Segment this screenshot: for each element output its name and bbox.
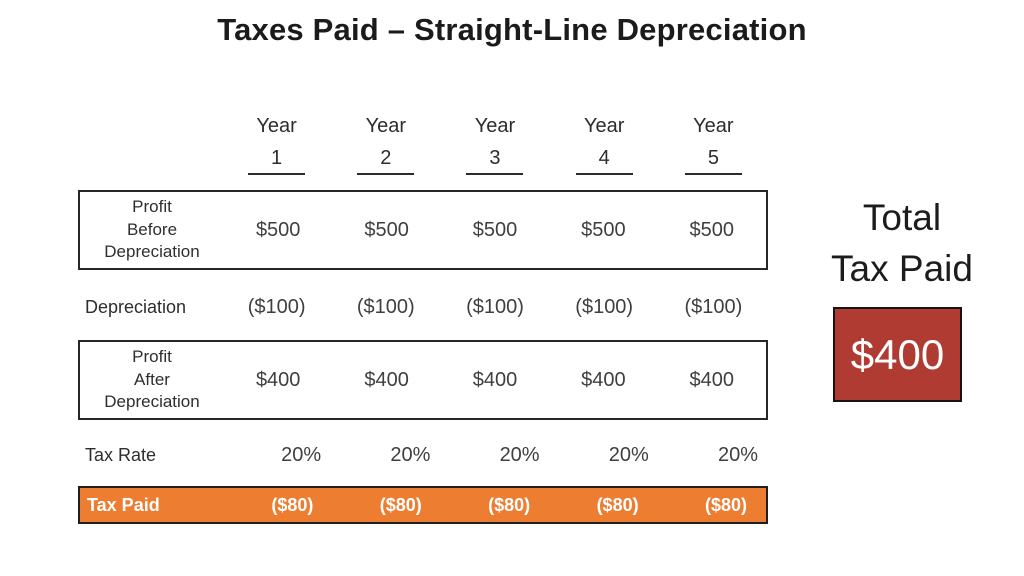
row-label: Depreciation bbox=[85, 296, 187, 317]
value-cell: $500 bbox=[364, 218, 409, 241]
total-label-line: Total bbox=[862, 197, 942, 238]
row-profit-after-depreciation: Profit After Depreciation $400 $400 $400… bbox=[78, 340, 768, 420]
row-label: Tax Paid bbox=[87, 494, 160, 515]
year-word: Year bbox=[693, 115, 734, 137]
row-label-line: Before bbox=[126, 219, 178, 239]
value-cell: 20% bbox=[717, 443, 758, 466]
total-label-line: Tax Paid bbox=[831, 248, 973, 290]
year-word: Year bbox=[474, 115, 516, 137]
year-header-1: Year 1 bbox=[222, 105, 331, 175]
year-number: 1 bbox=[248, 147, 306, 175]
value-cell: $500 bbox=[581, 218, 626, 241]
value-cell: 20% bbox=[499, 443, 540, 466]
row-label-line: Profit bbox=[132, 346, 172, 366]
value-cell: $400 bbox=[689, 368, 735, 391]
value-cell: ($100) bbox=[684, 295, 743, 318]
value-cell: 20% bbox=[281, 443, 322, 466]
row-label: Tax Rate bbox=[85, 444, 157, 465]
year-number: 4 bbox=[575, 147, 633, 175]
row-label-line: Depreciation bbox=[104, 242, 200, 262]
value-cell: ($80) bbox=[379, 494, 422, 515]
value-cell: $500 bbox=[689, 218, 735, 241]
value-cell: ($100) bbox=[356, 295, 415, 318]
row-tax-paid: Tax Paid ($80) ($80) ($80) ($80) ($80) bbox=[78, 486, 768, 524]
total-tax-paid-value: $400 bbox=[850, 330, 945, 378]
year-number: 5 bbox=[684, 147, 742, 175]
total-tax-paid-box: $400 bbox=[833, 307, 962, 402]
year-header-4: Year 4 bbox=[550, 105, 659, 175]
value-cell: ($80) bbox=[704, 494, 747, 515]
year-header-3: Year 3 bbox=[440, 105, 549, 175]
value-cell: ($80) bbox=[271, 494, 314, 515]
value-cell: $500 bbox=[472, 218, 518, 241]
row-label: Profit After Depreciation bbox=[80, 346, 224, 415]
value-cell: $400 bbox=[364, 368, 409, 391]
value-cell: $500 bbox=[255, 218, 301, 241]
year-number: 3 bbox=[466, 147, 524, 175]
year-number: 2 bbox=[357, 147, 415, 175]
row-tax-rate: Tax Rate 20% 20% 20% 20% 20% bbox=[78, 441, 768, 469]
value-cell: ($100) bbox=[575, 295, 634, 318]
value-cell: ($80) bbox=[596, 494, 639, 515]
year-word: Year bbox=[256, 115, 297, 137]
row-depreciation: Depreciation ($100) ($100) ($100) ($100)… bbox=[78, 290, 768, 324]
row-label-line: Depreciation bbox=[104, 392, 200, 412]
row-profit-before-depreciation: Profit Before Depreciation $500 $500 $50… bbox=[78, 190, 768, 270]
value-cell: ($100) bbox=[247, 295, 306, 318]
row-label-line: After bbox=[134, 369, 170, 389]
value-cell: 20% bbox=[390, 443, 431, 466]
value-cell: ($100) bbox=[466, 295, 524, 318]
value-cell: ($80) bbox=[488, 494, 531, 515]
year-header-2: Year 2 bbox=[331, 105, 440, 175]
year-word: Year bbox=[583, 115, 625, 137]
total-tax-paid-label: Total Tax Paid bbox=[802, 192, 1002, 294]
value-cell: $400 bbox=[255, 368, 301, 391]
row-label-line: Profit bbox=[132, 196, 172, 216]
value-cell: $400 bbox=[581, 368, 626, 391]
value-cell: 20% bbox=[608, 443, 649, 466]
value-cell: $400 bbox=[472, 368, 518, 391]
depreciation-table: Year 1 Year 2 Year 3 Year 4 Year 5 bbox=[78, 105, 768, 524]
row-label: Profit Before Depreciation bbox=[80, 196, 224, 265]
year-header-5: Year 5 bbox=[659, 105, 768, 175]
year-header-row: Year 1 Year 2 Year 3 Year 4 Year 5 bbox=[78, 105, 768, 182]
slide-title: Taxes Paid – Straight-Line Depreciation bbox=[217, 12, 807, 47]
year-word: Year bbox=[365, 115, 406, 137]
